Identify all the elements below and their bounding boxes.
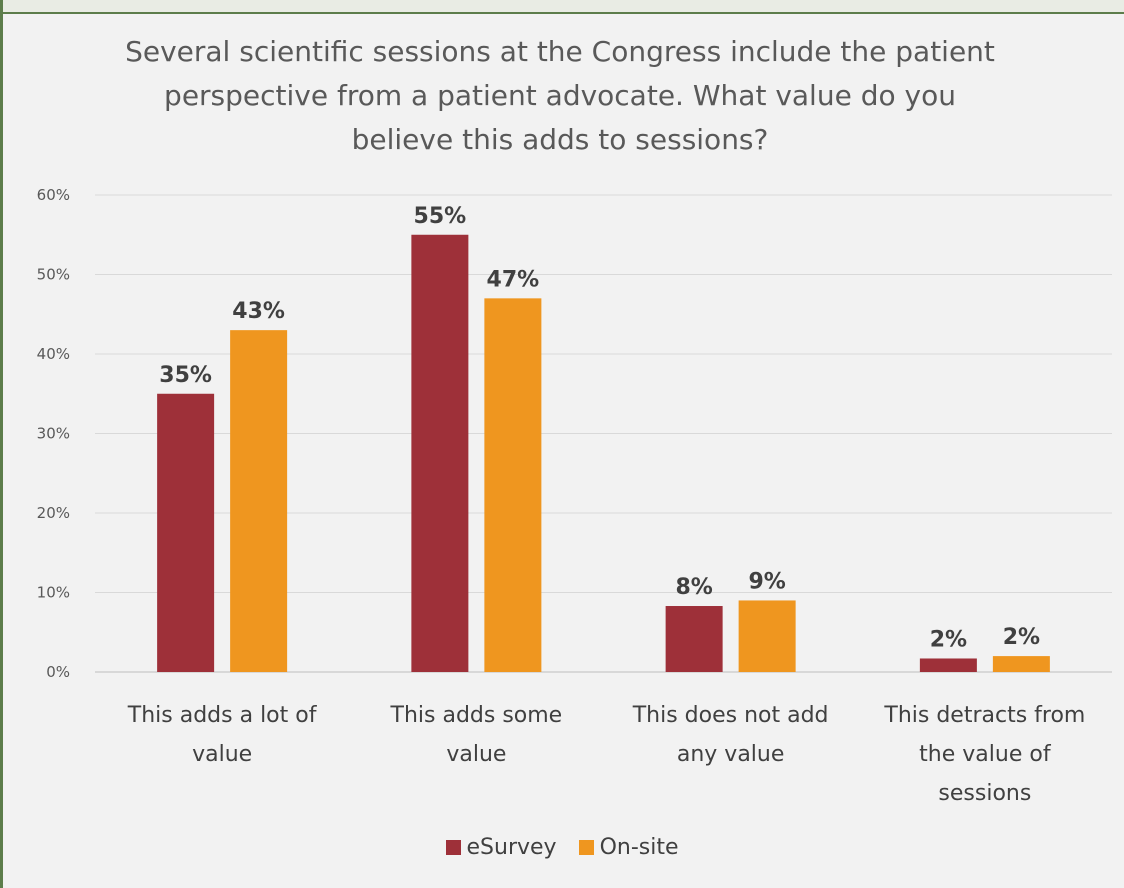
data-label: 2% <box>930 627 967 652</box>
y-tick-label: 10% <box>37 584 70 602</box>
data-label: 2% <box>1003 625 1040 650</box>
y-tick-label: 60% <box>37 186 70 204</box>
top-border <box>0 12 1124 14</box>
y-tick-label: 20% <box>37 504 70 522</box>
legend-item-onsite: On-site <box>578 835 679 860</box>
x-category-label: This adds a lot of <box>127 703 318 728</box>
x-category-label: This adds some <box>390 703 563 728</box>
top-decorative-strip <box>0 0 1124 12</box>
x-category-label: the value of <box>919 742 1052 767</box>
data-label: 55% <box>414 204 467 229</box>
y-tick-label: 50% <box>37 266 70 284</box>
x-category-label: any value <box>677 742 785 767</box>
x-category-label: This does not add <box>632 703 829 728</box>
left-border <box>0 0 3 888</box>
legend-swatch-onsite <box>578 840 594 855</box>
y-tick-label: 0% <box>46 663 70 681</box>
y-tick-label: 40% <box>37 345 70 363</box>
data-label: 8% <box>675 575 712 600</box>
x-category-label: This detracts from <box>883 703 1085 728</box>
legend-label-esurvey: eSurvey <box>466 835 557 860</box>
data-label: 35% <box>159 363 212 388</box>
legend-swatch-esurvey <box>445 840 461 855</box>
x-category-label: sessions <box>938 781 1031 806</box>
bar-on-site <box>738 600 796 672</box>
bar-on-site <box>230 330 288 672</box>
bar-esurvey <box>411 234 469 672</box>
bar-esurvey <box>919 658 977 672</box>
data-label: 47% <box>487 267 540 292</box>
legend-label-onsite: On-site <box>599 835 679 860</box>
data-label: 43% <box>232 299 285 324</box>
bar-esurvey <box>665 606 723 672</box>
legend-item-esurvey: eSurvey <box>445 835 557 860</box>
x-category-label: value <box>192 742 252 767</box>
y-tick-label: 30% <box>37 425 70 443</box>
bar-esurvey <box>157 393 215 672</box>
data-label: 9% <box>748 569 785 594</box>
legend: eSurvey On-site <box>0 835 1124 860</box>
bar-on-site <box>484 298 542 672</box>
chart-title: Several scientific sessions at the Congr… <box>125 35 995 156</box>
x-category-label: value <box>446 742 506 767</box>
bar-on-site <box>992 656 1050 672</box>
